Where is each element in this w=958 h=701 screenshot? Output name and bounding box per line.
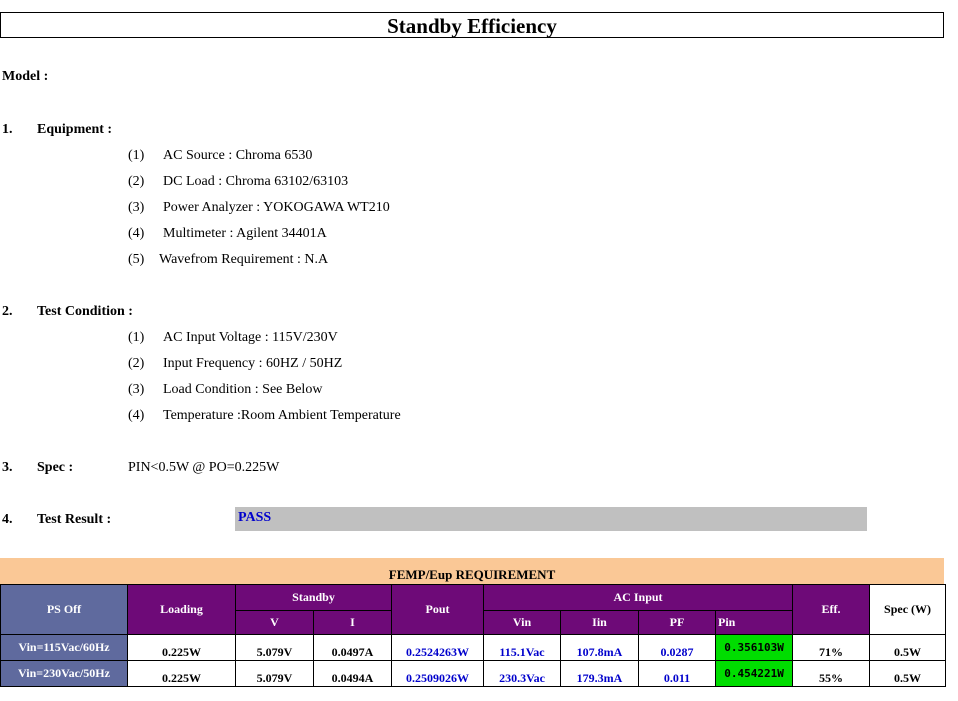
equipment-item-number: (5)	[128, 252, 145, 267]
equipment-item-number: (4)	[128, 226, 145, 241]
header-i: I	[312, 610, 393, 635]
equipment-item-text: Multimeter : Agilent 34401A	[163, 226, 327, 241]
result-bar	[235, 507, 867, 531]
cell-vin: 230.3Vac	[483, 660, 562, 687]
header-ac-input: AC Input	[483, 584, 794, 611]
condition-item-number: (3)	[128, 382, 145, 397]
header-pin: Pin	[715, 610, 794, 635]
equipment-item-text: AC Source : Chroma 6530	[163, 148, 313, 163]
equipment-item-number: (3)	[128, 200, 145, 215]
spec-value: PIN<0.5W @ PO=0.225W	[128, 460, 280, 475]
cell-pout: 0.2524263W	[391, 634, 485, 661]
condition-item-number: (4)	[128, 408, 145, 423]
femp-table: PS Off Loading Standby Pout AC Input Eff…	[0, 584, 947, 687]
cell-pf: 0.011	[638, 660, 717, 687]
cell-iin: 179.3mA	[560, 660, 640, 687]
cell-pout: 0.2509026W	[391, 660, 485, 687]
cell-iin: 107.8mA	[560, 634, 640, 661]
equipment-item-number: (1)	[128, 148, 145, 163]
cell-pin: 0.454221W	[715, 660, 794, 687]
cell-pin: 0.356103W	[715, 634, 794, 661]
section-heading-result: Test Result :	[37, 512, 112, 527]
section-heading-spec: Spec :	[37, 460, 74, 475]
condition-item-text: Input Frequency : 60HZ / 50HZ	[163, 356, 343, 371]
cell-spec: 0.5W	[869, 634, 947, 661]
cell-eff: 71%	[792, 634, 871, 661]
equipment-item-number: (2)	[128, 174, 145, 189]
header-iin: Iin	[560, 610, 640, 635]
cell-eff: 55%	[792, 660, 871, 687]
cell-loading: 0.225W	[127, 634, 236, 661]
row-label: Vin=115Vac/60Hz	[0, 634, 128, 661]
header-eff: Eff.	[792, 584, 871, 635]
header-v: V	[235, 610, 314, 635]
section-number-equipment: 1.	[2, 122, 13, 137]
cell-pf: 0.0287	[638, 634, 717, 661]
page-title: Standby Efficiency	[0, 12, 944, 38]
femp-title: FEMP/Eup REQUIREMENT	[0, 558, 944, 584]
header-ps-off: PS Off	[0, 584, 128, 635]
section-number-spec: 3.	[2, 460, 13, 475]
condition-item-number: (1)	[128, 330, 145, 345]
header-pf: PF	[638, 610, 717, 635]
equipment-item-text: Power Analyzer : YOKOGAWA WT210	[163, 200, 390, 215]
condition-item-number: (2)	[128, 356, 145, 371]
condition-item-text: AC Input Voltage : 115V/230V	[163, 330, 338, 345]
cell-loading: 0.225W	[127, 660, 236, 687]
model-label: Model :	[2, 69, 49, 84]
equipment-item-text: Wavefrom Requirement : N.A	[159, 252, 329, 267]
table-row: Vin=230Vac/50Hz 0.225W 5.079V 0.0494A 0.…	[0, 660, 947, 687]
header-standby: Standby	[234, 584, 393, 611]
cell-i: 0.0497A	[312, 634, 393, 661]
row-label: Vin=230Vac/50Hz	[0, 660, 128, 687]
section-heading-equipment: Equipment :	[37, 122, 113, 137]
cell-vin: 115.1Vac	[483, 634, 562, 661]
table-row: Vin=115Vac/60Hz 0.225W 5.079V 0.0497A 0.…	[0, 634, 947, 661]
header-pout: Pout	[391, 584, 485, 635]
cell-v: 5.079V	[235, 634, 314, 661]
header-vin: Vin	[483, 610, 562, 635]
condition-item-text: Load Condition : See Below	[163, 382, 323, 397]
cell-spec: 0.5W	[869, 660, 947, 687]
equipment-item-text: DC Load : Chroma 63102/63103	[163, 174, 349, 189]
condition-item-text: Temperature :Room Ambient Temperature	[163, 408, 401, 423]
cell-v: 5.079V	[235, 660, 314, 687]
header-loading: Loading	[127, 584, 236, 635]
result-value: PASS	[238, 510, 272, 525]
section-heading-test-condition: Test Condition :	[37, 304, 133, 319]
section-number-test-condition: 2.	[2, 304, 13, 319]
cell-i: 0.0494A	[312, 660, 393, 687]
header-spec: Spec (W)	[869, 584, 947, 635]
section-number-result: 4.	[2, 512, 13, 527]
